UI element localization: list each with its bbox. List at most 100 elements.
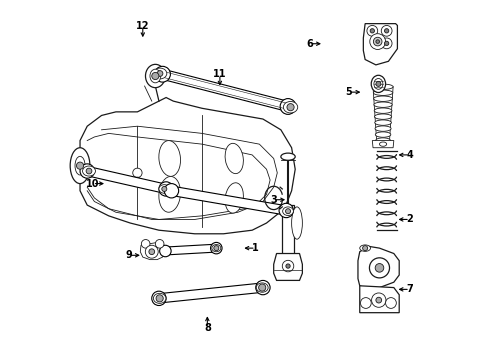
Polygon shape bbox=[364, 24, 397, 65]
Circle shape bbox=[159, 182, 173, 196]
Circle shape bbox=[369, 258, 390, 278]
Circle shape bbox=[156, 295, 163, 302]
Circle shape bbox=[149, 249, 155, 255]
Text: 11: 11 bbox=[213, 69, 227, 79]
Circle shape bbox=[133, 168, 142, 177]
Ellipse shape bbox=[373, 96, 392, 102]
Circle shape bbox=[141, 239, 150, 248]
Circle shape bbox=[162, 186, 167, 192]
Ellipse shape bbox=[379, 142, 387, 146]
Circle shape bbox=[160, 245, 171, 257]
Circle shape bbox=[287, 104, 294, 111]
Ellipse shape bbox=[153, 293, 166, 303]
Circle shape bbox=[363, 246, 368, 251]
Ellipse shape bbox=[212, 244, 221, 252]
Circle shape bbox=[286, 264, 290, 268]
Text: 4: 4 bbox=[407, 150, 414, 160]
Circle shape bbox=[385, 41, 389, 45]
Ellipse shape bbox=[375, 120, 392, 125]
Circle shape bbox=[214, 246, 219, 251]
Ellipse shape bbox=[373, 84, 393, 89]
Polygon shape bbox=[165, 244, 217, 255]
Ellipse shape bbox=[374, 108, 392, 113]
Circle shape bbox=[282, 260, 294, 272]
Circle shape bbox=[376, 40, 379, 43]
Ellipse shape bbox=[373, 90, 393, 95]
Circle shape bbox=[371, 293, 386, 307]
Circle shape bbox=[367, 26, 378, 36]
Polygon shape bbox=[158, 283, 264, 303]
Ellipse shape bbox=[256, 283, 268, 292]
Ellipse shape bbox=[75, 156, 85, 175]
Circle shape bbox=[280, 99, 296, 114]
Circle shape bbox=[146, 245, 158, 258]
Circle shape bbox=[155, 66, 171, 82]
Ellipse shape bbox=[283, 102, 298, 113]
Ellipse shape bbox=[82, 166, 96, 176]
Circle shape bbox=[86, 168, 92, 174]
Circle shape bbox=[381, 38, 392, 49]
Polygon shape bbox=[140, 243, 166, 260]
Circle shape bbox=[76, 162, 84, 169]
Text: 7: 7 bbox=[407, 284, 414, 294]
Circle shape bbox=[135, 177, 140, 183]
Ellipse shape bbox=[374, 102, 392, 107]
Text: 9: 9 bbox=[125, 250, 132, 260]
Ellipse shape bbox=[374, 114, 392, 119]
Ellipse shape bbox=[150, 69, 161, 83]
Ellipse shape bbox=[146, 64, 165, 87]
Ellipse shape bbox=[70, 148, 90, 184]
Text: 6: 6 bbox=[306, 39, 313, 49]
Ellipse shape bbox=[153, 68, 167, 79]
Circle shape bbox=[376, 297, 382, 303]
Text: 3: 3 bbox=[270, 195, 277, 205]
Circle shape bbox=[157, 71, 163, 76]
Ellipse shape bbox=[225, 143, 244, 174]
Ellipse shape bbox=[225, 183, 244, 213]
Circle shape bbox=[375, 264, 384, 272]
Circle shape bbox=[279, 203, 294, 218]
Ellipse shape bbox=[375, 126, 391, 131]
Ellipse shape bbox=[159, 185, 170, 193]
Polygon shape bbox=[161, 69, 289, 111]
Circle shape bbox=[211, 242, 222, 254]
Ellipse shape bbox=[159, 141, 180, 176]
Ellipse shape bbox=[283, 207, 294, 216]
Circle shape bbox=[164, 184, 179, 198]
Polygon shape bbox=[80, 98, 295, 234]
Polygon shape bbox=[372, 140, 394, 148]
Text: 10: 10 bbox=[86, 179, 99, 189]
Ellipse shape bbox=[360, 245, 370, 251]
Circle shape bbox=[361, 298, 371, 309]
Text: 2: 2 bbox=[407, 215, 414, 224]
Polygon shape bbox=[360, 286, 399, 313]
Circle shape bbox=[385, 29, 389, 33]
Text: 1: 1 bbox=[252, 243, 259, 253]
Polygon shape bbox=[171, 186, 287, 215]
Ellipse shape bbox=[374, 78, 383, 89]
Circle shape bbox=[370, 29, 374, 33]
Circle shape bbox=[386, 298, 396, 309]
Polygon shape bbox=[274, 253, 302, 280]
Circle shape bbox=[256, 280, 270, 295]
Polygon shape bbox=[86, 166, 167, 194]
Circle shape bbox=[376, 81, 381, 86]
Circle shape bbox=[80, 164, 95, 178]
Ellipse shape bbox=[376, 138, 391, 143]
Circle shape bbox=[381, 26, 392, 36]
Ellipse shape bbox=[371, 75, 386, 93]
Text: 8: 8 bbox=[204, 323, 211, 333]
Circle shape bbox=[155, 239, 164, 248]
Ellipse shape bbox=[292, 207, 302, 239]
Polygon shape bbox=[282, 205, 294, 253]
Circle shape bbox=[152, 72, 159, 80]
Text: 5: 5 bbox=[345, 87, 352, 97]
Polygon shape bbox=[358, 246, 399, 289]
Ellipse shape bbox=[159, 176, 180, 212]
Text: 12: 12 bbox=[136, 21, 149, 31]
Circle shape bbox=[259, 284, 266, 291]
Circle shape bbox=[373, 37, 382, 46]
Ellipse shape bbox=[375, 132, 391, 137]
Circle shape bbox=[152, 291, 166, 306]
Circle shape bbox=[370, 34, 386, 49]
